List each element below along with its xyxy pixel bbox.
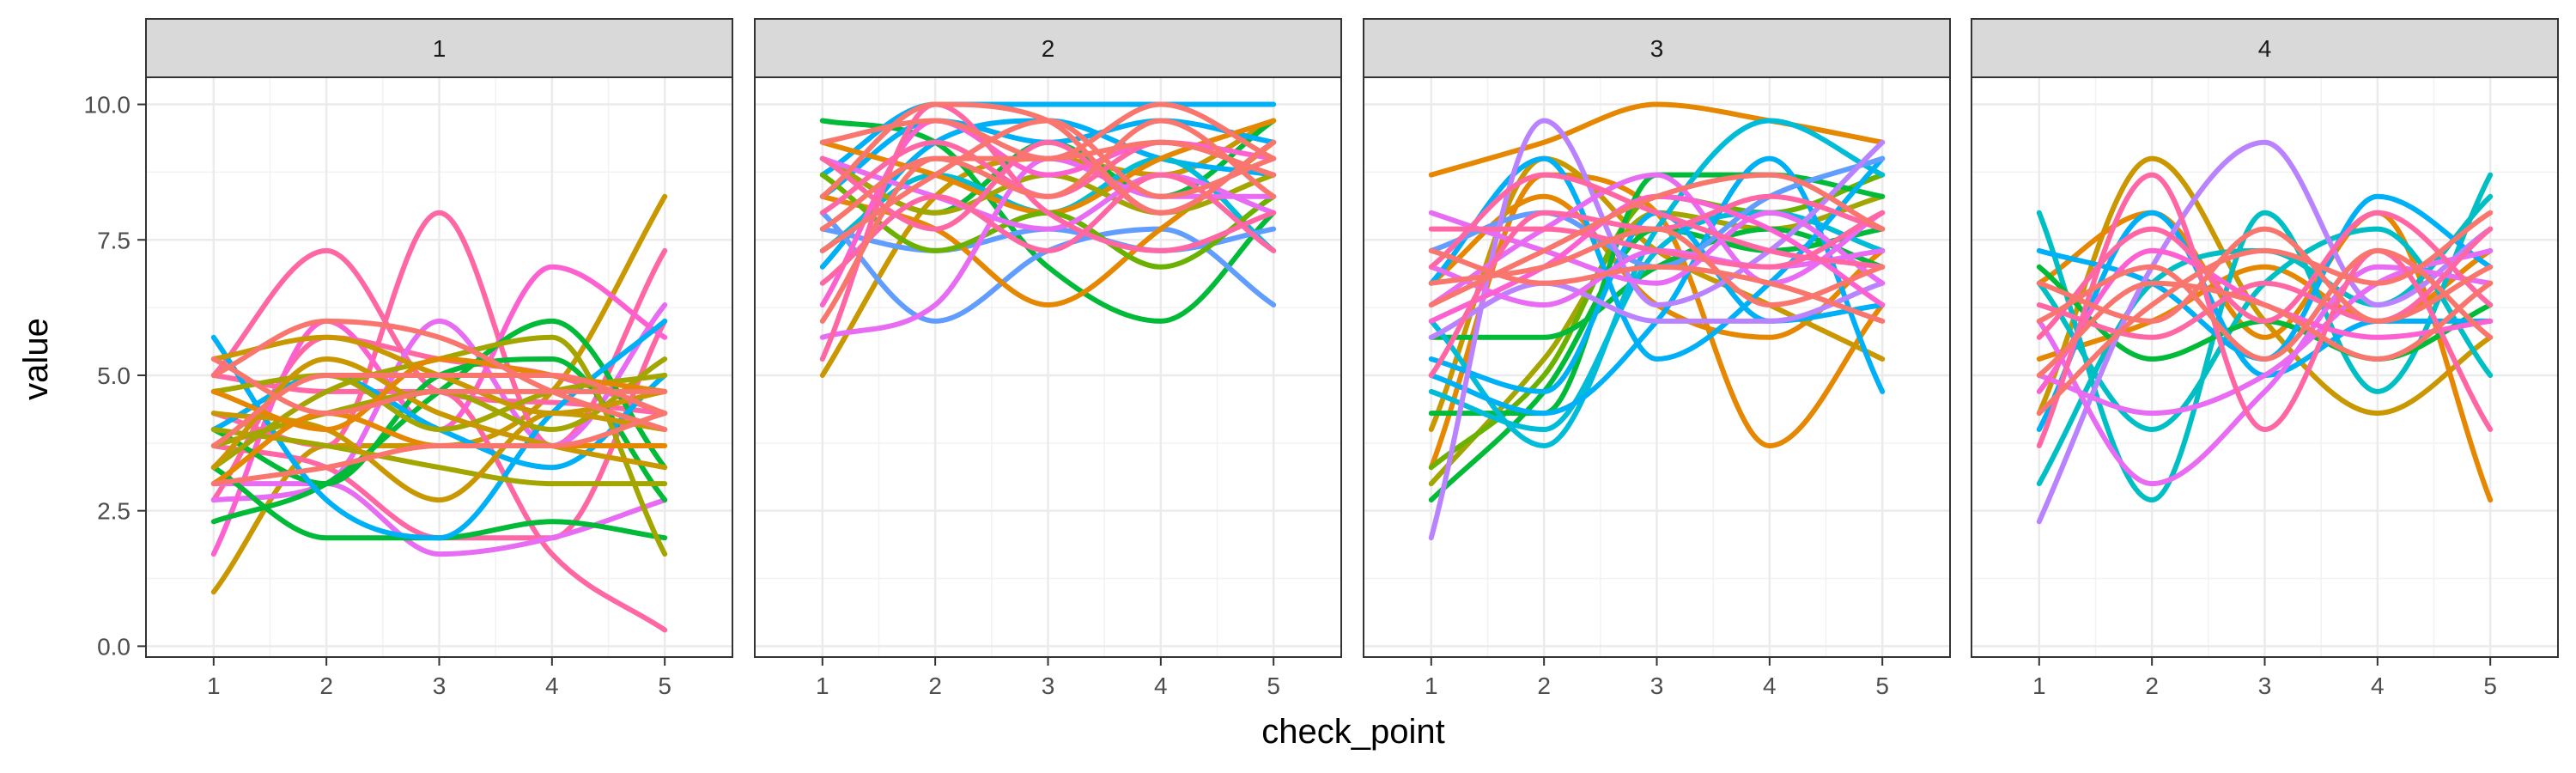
y-tick-label: 7.5 (97, 227, 131, 253)
series-line-2-25 (819, 139, 1277, 324)
series-line-1-25 (210, 372, 668, 448)
x-tick-label: 4 (2371, 673, 2385, 699)
series-line-3-24 (1428, 172, 1886, 270)
x-tick-label: 3 (1042, 673, 1055, 699)
panels-layer: 1 1 2 3 4 5 2 1 2 3 4 5 3 1 2 3 4 5 4 1 2 3 4 5 (145, 18, 2559, 699)
x-tick-label: 1 (1425, 673, 1438, 699)
series-line-2-17 (819, 101, 1277, 362)
series-line-1-5 (210, 373, 668, 633)
facet-strip-label: 4 (2258, 35, 2272, 62)
series-line-3-18 (1428, 172, 1886, 307)
series-line-1-24 (210, 318, 668, 432)
x-tick-label: 5 (1267, 673, 1280, 699)
y-tick-label: 5.0 (97, 362, 131, 389)
x-tick-label: 4 (1763, 673, 1777, 699)
series-line-4-20 (2036, 226, 2494, 324)
x-axis-title: check_point (1261, 713, 1444, 751)
series-lines (819, 101, 1277, 378)
series-line-2-4 (819, 101, 1277, 178)
series-line-3-25 (1428, 172, 1886, 307)
series-line-3-26 (1428, 247, 1886, 324)
facet-strip (1971, 18, 2559, 78)
facet-panel-2: 2 1 2 3 4 5 (754, 18, 1342, 699)
series-line-4-15 (2036, 226, 2494, 340)
x-tick-label: 5 (2483, 673, 2497, 699)
series-line-3-17 (1428, 280, 1886, 340)
series-line-4-12 (2036, 264, 2494, 487)
x-tick-label: 5 (658, 673, 671, 699)
series-line-1-8 (210, 481, 668, 557)
x-tick-label: 5 (1875, 673, 1889, 699)
series-line-4-19 (2036, 280, 2494, 378)
series-line-1-26 (210, 356, 668, 417)
series-line-4-18 (2036, 247, 2494, 362)
series-line-2-24 (819, 101, 1277, 216)
series-lines (2036, 139, 2494, 525)
facet-panel-1: 1 1 2 3 4 5 (145, 18, 733, 699)
x-tick-label: 4 (545, 673, 559, 699)
x-tick-label: 2 (2145, 673, 2159, 699)
y-axis-title: value (17, 318, 55, 400)
series-lines (210, 193, 668, 633)
y-axis: 0.0 2.5 5.0 7.5 10.0 (84, 92, 146, 660)
x-tick-label: 2 (319, 673, 333, 699)
series-line-4-17 (2036, 210, 2494, 417)
x-tick-label: 1 (207, 673, 221, 699)
series-line-4-6 (2036, 226, 2494, 432)
series-line-3-27 (1428, 226, 1886, 307)
facet-strip-label: 1 (433, 35, 447, 62)
x-tick-label: 3 (433, 673, 447, 699)
x-tick-label: 4 (1154, 673, 1168, 699)
facet-strip-label: 2 (1042, 35, 1055, 62)
series-line-3-20 (1428, 210, 1886, 286)
series-line-4-10 (2036, 139, 2494, 525)
series-lines (1428, 101, 1886, 541)
x-tick-label: 1 (2032, 673, 2046, 699)
y-tick-label: 0.0 (97, 633, 131, 660)
y-tick-label: 10.0 (84, 92, 131, 119)
series-line-3-7 (1428, 226, 1886, 503)
x-tick-label: 2 (928, 673, 942, 699)
series-line-1-2 (210, 247, 668, 417)
series-line-1-27 (210, 411, 668, 487)
series-line-1-16 (210, 427, 668, 487)
x-tick-label: 2 (1537, 673, 1551, 699)
x-tick-label: 3 (2258, 673, 2272, 699)
series-line-4-14 (2036, 172, 2494, 448)
x-tick-label: 1 (816, 673, 829, 699)
facet-panel-4: 4 1 2 3 4 5 (1971, 18, 2559, 699)
x-tick-label: 3 (1650, 673, 1664, 699)
y-tick-label: 2.5 (97, 498, 131, 525)
facet-strip (145, 18, 733, 78)
series-line-1-10 (210, 318, 668, 525)
series-line-4-4 (2036, 172, 2494, 503)
series-line-1-19 (210, 356, 668, 471)
series-line-2-23 (819, 118, 1277, 232)
series-line-3-10 (1428, 118, 1886, 448)
series-line-4-16 (2036, 210, 2494, 340)
facet-strip-label: 3 (1650, 35, 1664, 62)
facet-panel-3: 3 1 2 3 4 5 (1363, 18, 1951, 699)
facet-strip (754, 18, 1342, 78)
